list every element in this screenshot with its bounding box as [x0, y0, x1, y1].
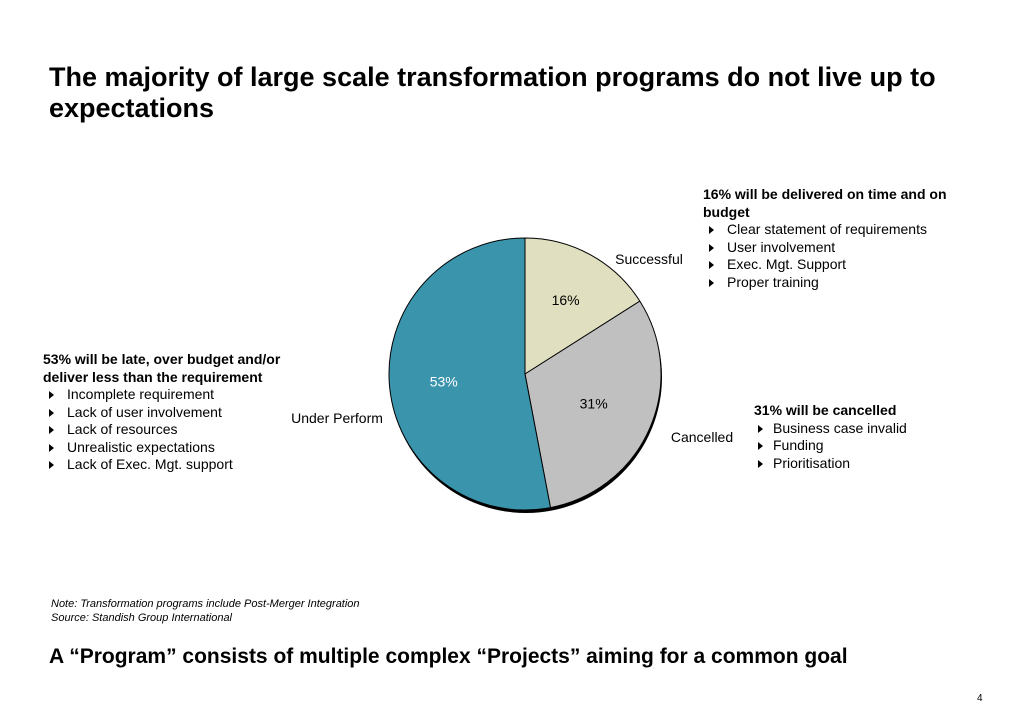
bullet-arrow-icon — [49, 426, 54, 434]
list-item: Proper training — [703, 274, 978, 292]
callout-successful: 16% will be delivered on time and on bud… — [703, 186, 978, 291]
pie-value-label: 16% — [552, 292, 580, 308]
callout-underperform: 53% will be late, over budget and/or del… — [43, 351, 313, 474]
list-item: Lack of resources — [43, 421, 313, 439]
slide-title: The majority of large scale transformati… — [49, 62, 936, 123]
bullet-arrow-icon — [709, 226, 714, 234]
callout-cancelled: 31% will be cancelled Business case inva… — [754, 402, 984, 472]
pie-category-label: Successful — [615, 251, 683, 267]
list-item: Prioritisation — [754, 455, 984, 473]
list-item-label: Incomplete requirement — [67, 386, 215, 402]
callout-heading: 16% will be delivered on time and on bud… — [703, 186, 947, 220]
bullet-arrow-icon — [758, 459, 763, 468]
list-item-label: Lack of user involvement — [67, 403, 222, 420]
list-item: User involvement — [703, 239, 978, 257]
bullet-arrow-icon — [49, 461, 54, 469]
list-item-label: Funding — [773, 437, 824, 453]
source-line: Source: Standish Group International — [51, 612, 233, 624]
list-item-label: Unrealistic expectations — [67, 438, 215, 455]
pie-value-label: 53% — [430, 374, 458, 390]
list-item: Business case invalid — [754, 420, 984, 438]
page-number: 4 — [977, 693, 983, 704]
list-item: Unrealistic expectations — [43, 439, 313, 457]
list-item-label: Clear statement of requirements — [727, 221, 927, 237]
list-item-label: Business case invalid — [773, 419, 907, 436]
pie-slice-cancelled — [524, 300, 662, 509]
bullet-arrow-icon — [49, 408, 54, 417]
pie-category-label: Cancelled — [671, 429, 733, 445]
list-item-label: Prioritisation — [773, 454, 851, 471]
callout-heading: 53% will be late, over budget and/or del… — [43, 351, 281, 385]
list-item-label: Exec. Mgt. Support — [727, 256, 847, 272]
list-item-label: User involvement — [727, 238, 836, 255]
list-item: Clear statement of requirements — [703, 221, 978, 239]
note-line: Note: Transformation programs include Po… — [51, 598, 360, 610]
list-item-label: Proper training — [727, 273, 819, 290]
bullet-arrow-icon — [758, 424, 763, 433]
list-item-label: Lack of Exec. Mgt. support — [67, 456, 233, 472]
bullet-arrow-icon — [709, 278, 714, 287]
bullet-arrow-icon — [49, 443, 54, 452]
pie-slice-successful — [524, 237, 641, 375]
list-item-label: Lack of resources — [67, 421, 178, 437]
pie-value-label: 31% — [580, 396, 608, 412]
list-item: Exec. Mgt. Support — [703, 256, 978, 274]
bullet-arrow-icon — [709, 261, 714, 269]
list-item: Incomplete requirement — [43, 386, 313, 404]
list-item: Funding — [754, 437, 984, 455]
pie-slice-under-perform — [388, 237, 552, 511]
list-item: Lack of user involvement — [43, 404, 313, 422]
source-note: Note: Transformation programs include Po… — [51, 597, 360, 625]
bullet-arrow-icon — [49, 391, 54, 399]
list-item: Lack of Exec. Mgt. support — [43, 456, 313, 474]
footer-statement: A “Program” consists of multiple complex… — [49, 645, 848, 668]
bullet-arrow-icon — [709, 243, 714, 252]
callout-heading: 31% will be cancelled — [754, 402, 897, 418]
pie-category-label: Under Perform — [291, 410, 383, 426]
bullet-arrow-icon — [758, 442, 763, 450]
